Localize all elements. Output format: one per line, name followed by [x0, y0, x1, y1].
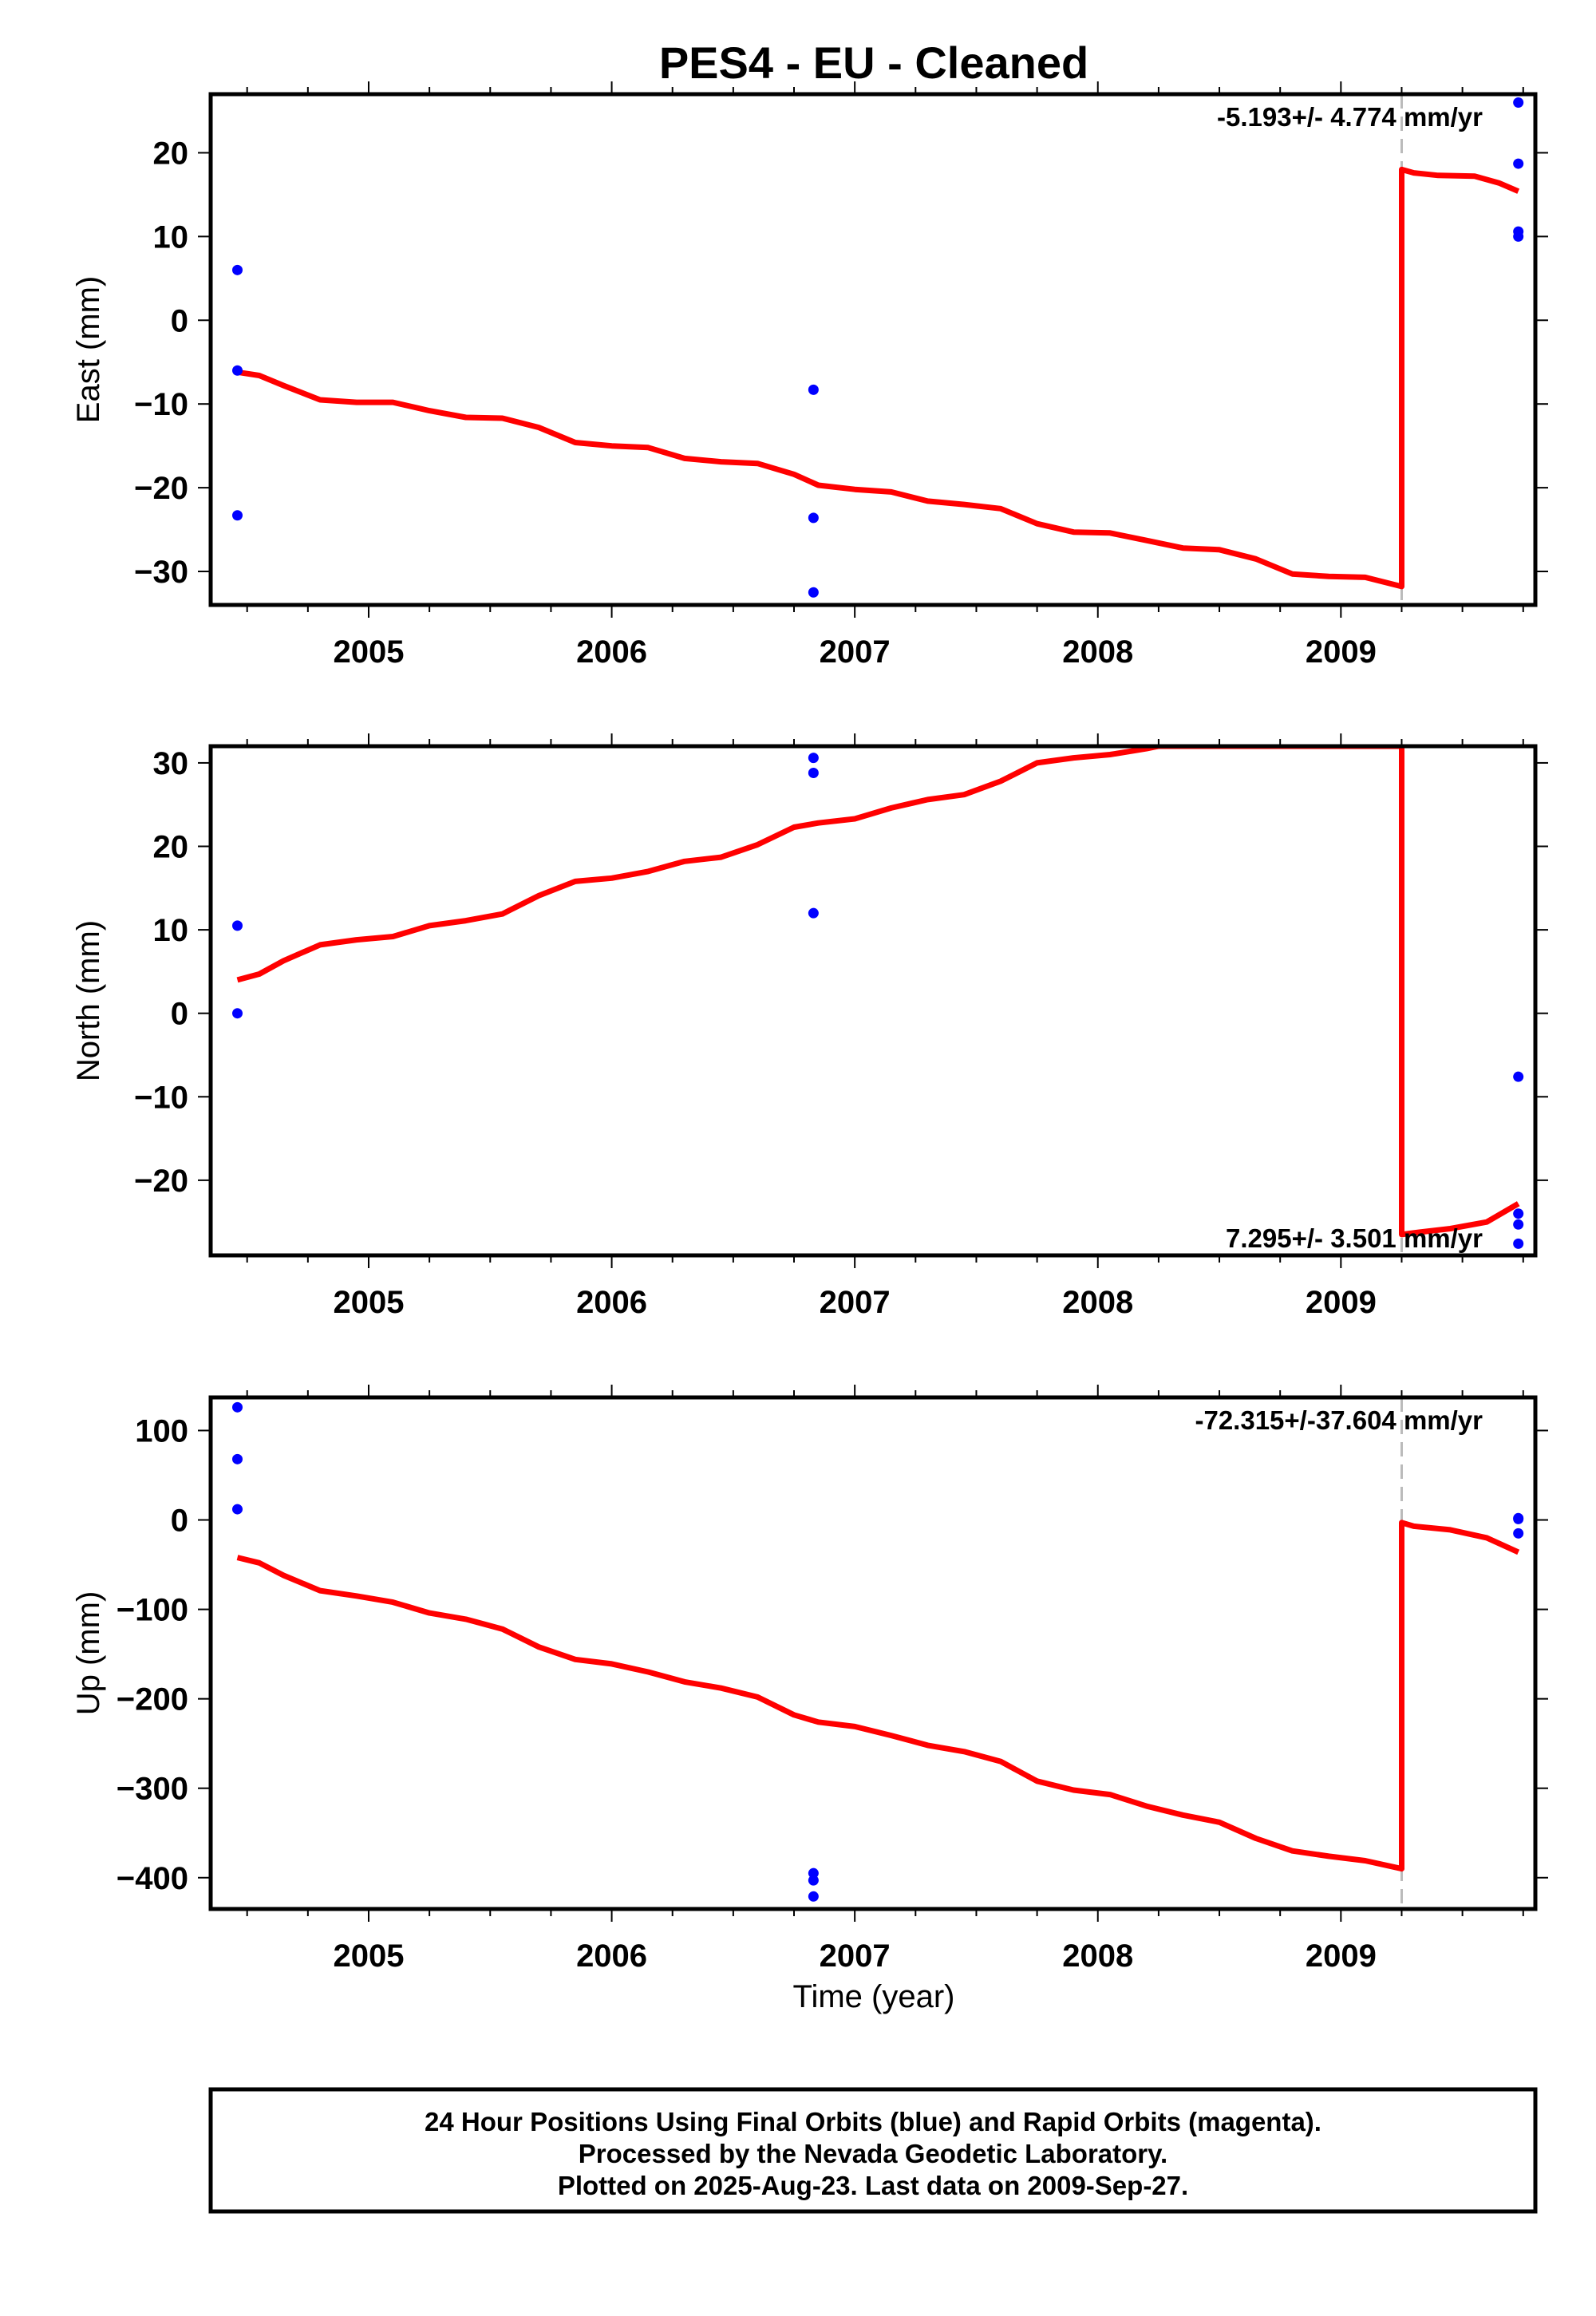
up-y-tick-label: 0: [171, 1504, 188, 1539]
north-y-tick-label: −20: [134, 1164, 188, 1199]
up-y-tick-label: 100: [135, 1413, 188, 1448]
east-data-point: [1513, 231, 1524, 242]
up-y-tick-label: −200: [117, 1682, 188, 1717]
x-axis-label: Time (year): [793, 1979, 955, 2014]
east-model-line: [236, 166, 1520, 590]
footer-frame: [208, 2087, 1538, 2214]
north-model-line: [236, 746, 1520, 1238]
footer-line-2: Processed by the Nevada Geodetic Laborat…: [579, 2139, 1167, 2168]
east-x-tick-label: 2009: [1306, 634, 1377, 670]
north-data-point: [808, 907, 819, 919]
up-panel: 2005 2006 2007 2008 2009 100 0 −100 −200 −300 −400…: [71, 1385, 1548, 1974]
north-data-point: [232, 920, 243, 931]
north-data-point: [1513, 1238, 1524, 1249]
north-data-point: [1513, 1208, 1524, 1219]
north-data-point: [232, 1008, 243, 1019]
up-y-tick-label: −300: [117, 1772, 188, 1807]
up-data-point: [232, 1504, 243, 1515]
north-plot-area: [232, 746, 1524, 1255]
north-y-tick-label: 30: [153, 746, 189, 781]
north-data-point: [808, 753, 819, 764]
east-y-tick-label: 0: [171, 303, 188, 338]
north-x-tick-label: 2008: [1062, 1285, 1133, 1320]
north-rate-label: 7.295+/- 3.501 mm/yr: [1226, 1223, 1483, 1253]
up-x-tick-label: 2008: [1062, 1939, 1133, 1974]
up-y-tick-label: −100: [117, 1593, 188, 1628]
east-data-point: [808, 512, 819, 524]
east-x-tick-label: 2007: [820, 634, 891, 670]
north-x-tick-label: 2006: [576, 1285, 647, 1320]
up-data-point: [232, 1401, 243, 1413]
up-data-point: [1513, 1513, 1524, 1524]
north-y-tick-label: 20: [153, 830, 189, 865]
east-y-tick-label: 10: [153, 219, 189, 255]
east-rate-label: -5.193+/- 4.774 mm/yr: [1217, 102, 1483, 132]
east-data-point: [232, 264, 243, 275]
north-y-axis-label: North (mm): [71, 920, 106, 1081]
north-y-tick-label: −10: [134, 1080, 188, 1115]
north-x-tick-label: 2005: [333, 1285, 404, 1320]
figure-title: PES4 - EU - Cleaned: [659, 38, 1088, 88]
east-x-tick-label: 2006: [576, 634, 647, 670]
up-x-tick-label: 2007: [820, 1939, 891, 1974]
footer-line-3: Plotted on 2025-Aug-23. Last data on 200…: [558, 2171, 1188, 2200]
up-plot-area: [232, 1397, 1524, 1909]
east-frame: [208, 92, 1538, 607]
north-x-tick-label: 2007: [820, 1285, 891, 1320]
up-rate-label: -72.315+/-37.604 mm/yr: [1195, 1405, 1483, 1435]
north-data-point: [1513, 1219, 1524, 1230]
east-x-tick-label: 2008: [1062, 634, 1133, 670]
north-y-tick-label: 10: [153, 913, 189, 948]
north-data-point: [808, 767, 819, 778]
east-data-point: [232, 365, 243, 376]
up-y-axis-label: Up (mm): [71, 1591, 106, 1716]
footer-line-1: 24 Hour Positions Using Final Orbits (bl…: [425, 2107, 1321, 2136]
up-y-tick-label: −400: [117, 1861, 188, 1896]
up-x-tick-label: 2005: [333, 1939, 404, 1974]
east-data-point: [1513, 158, 1524, 169]
east-data-point: [232, 510, 243, 521]
north-x-tick-label: 2009: [1306, 1285, 1377, 1320]
north-panel: 2005 2006 2007 2008 2009 30 20 10 0 −10 −20 North (…: [71, 733, 1548, 1320]
up-data-point: [1513, 1528, 1524, 1539]
east-y-tick-label: −20: [134, 471, 188, 506]
east-y-axis-label: East (mm): [71, 276, 106, 423]
up-x-tick-label: 2009: [1306, 1939, 1377, 1974]
east-data-point: [1513, 97, 1524, 108]
east-y-tick-label: 20: [153, 136, 189, 171]
up-model-line: [236, 1520, 1520, 1872]
north-y-tick-label: 0: [171, 997, 188, 1032]
east-y-tick-label: −30: [134, 555, 188, 590]
up-data-point: [232, 1453, 243, 1464]
footer-box: 24 Hour Positions Using Final Orbits (bl…: [208, 2087, 1538, 2214]
east-plot-area: [232, 94, 1524, 605]
east-y-tick-label: −10: [134, 387, 188, 422]
north-data-point: [1513, 1071, 1524, 1082]
up-data-point: [808, 1867, 819, 1879]
east-x-tick-label: 2005: [333, 634, 404, 670]
north-frame: [208, 744, 1538, 1258]
east-data-point: [808, 384, 819, 395]
up-data-point: [808, 1891, 819, 1902]
up-x-tick-label: 2006: [576, 1939, 647, 1974]
east-data-point: [808, 587, 819, 598]
up-frame: [208, 1395, 1538, 1911]
up-data-point: [808, 1875, 819, 1886]
